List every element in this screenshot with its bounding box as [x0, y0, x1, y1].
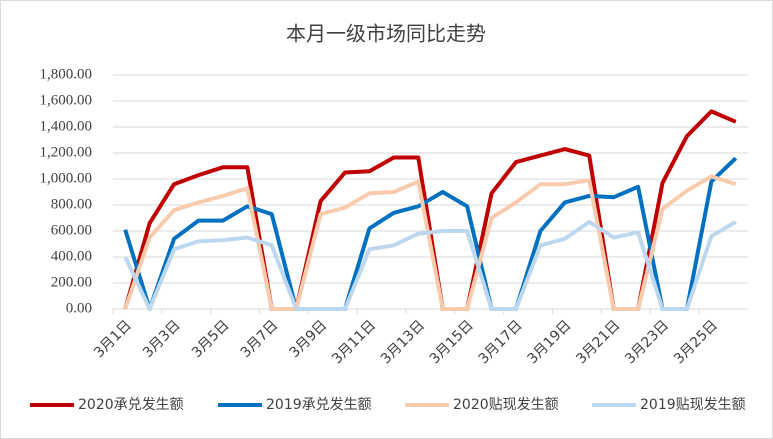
legend-label: 2020贴现发生额	[453, 397, 559, 413]
y-tick-label: 1,800.00	[40, 66, 93, 82]
legend-label: 2019贴现发生额	[640, 397, 746, 413]
chart-title: 本月一级市场同比走势	[286, 22, 486, 46]
y-tick-label: 1,000.00	[40, 170, 93, 186]
series-line	[123, 219, 737, 311]
legend-label: 2019承兑发生额	[266, 397, 372, 413]
y-tick-label: 600.00	[51, 222, 92, 238]
y-tick-label: 200.00	[51, 274, 92, 290]
y-tick-label: 1,200.00	[40, 144, 93, 160]
legend-label: 2020承兑发生额	[78, 397, 184, 413]
y-tick-label: 1,600.00	[40, 92, 93, 108]
y-tick-label: 1,400.00	[40, 118, 93, 134]
y-tick-label: 0.00	[66, 300, 92, 316]
y-tick-label: 800.00	[51, 196, 92, 212]
series-line	[123, 174, 737, 311]
series-line	[123, 156, 738, 311]
y-tick-label: 400.00	[51, 248, 92, 264]
